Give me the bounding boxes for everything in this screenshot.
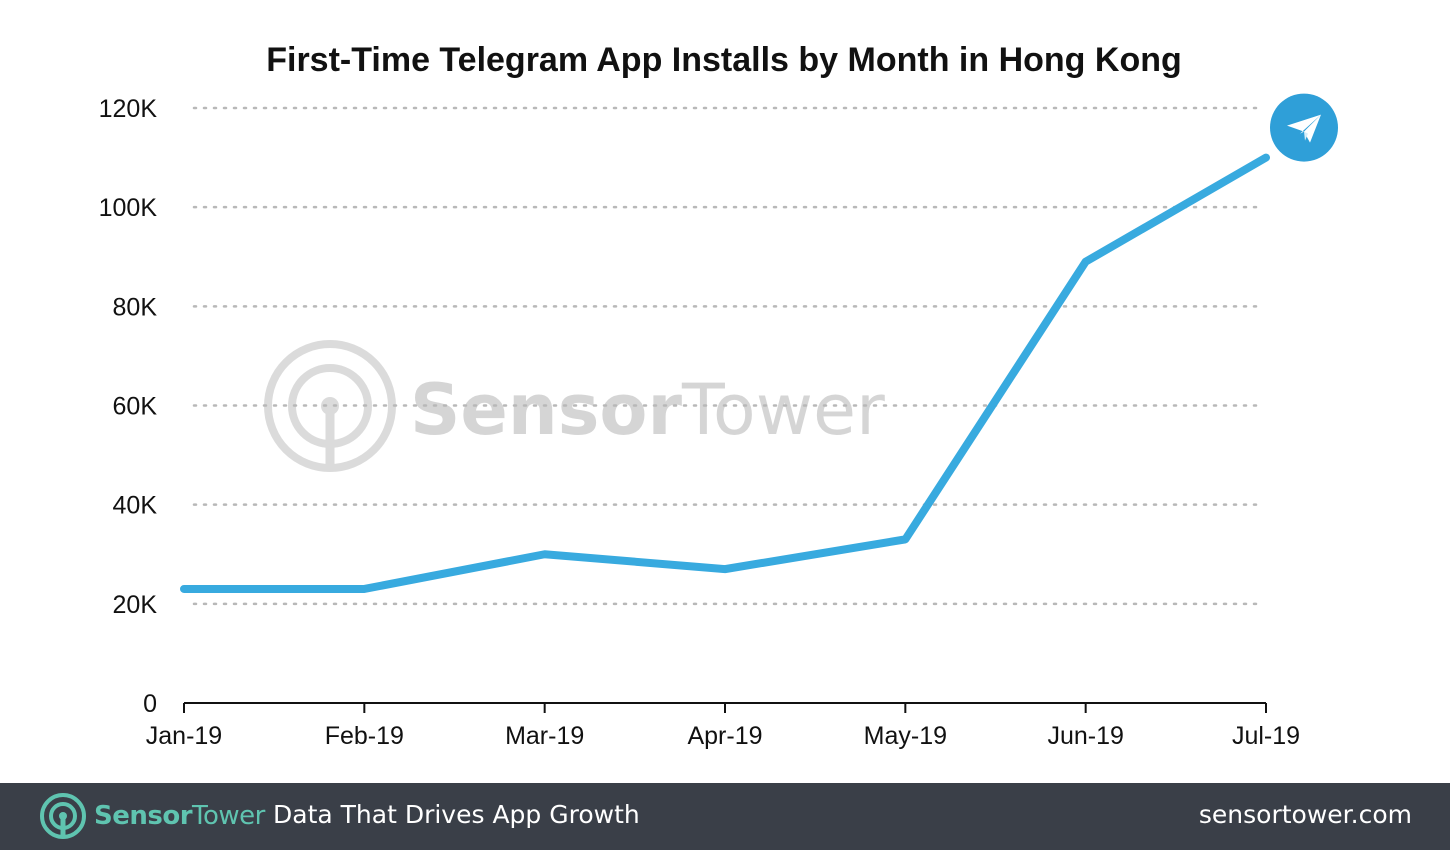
x-tick-label: Feb-19 bbox=[325, 722, 404, 750]
watermark-text: SensorTower bbox=[410, 369, 885, 451]
x-tick-label: Jan-19 bbox=[146, 722, 222, 750]
sensortower-logo-icon bbox=[40, 793, 86, 839]
y-tick-label: 100K bbox=[99, 194, 158, 222]
x-tick-label: Jul-19 bbox=[1232, 722, 1300, 750]
x-tick-label: Jun-19 bbox=[1047, 722, 1123, 750]
telegram-icon bbox=[1270, 93, 1338, 162]
chart: First-Time Telegram App Installs by Mont… bbox=[99, 41, 1338, 750]
footer-site-link[interactable]: sensortower.com bbox=[1198, 800, 1412, 829]
y-tick-label: 40K bbox=[113, 492, 158, 520]
watermark-text-bold: Sensor bbox=[410, 369, 682, 451]
y-tick-label: 20K bbox=[113, 591, 158, 619]
x-tick-label: Mar-19 bbox=[505, 722, 584, 750]
y-tick-label: 0 bbox=[143, 690, 157, 718]
gridlines bbox=[192, 106, 1262, 606]
watermark: SensorTower bbox=[264, 340, 885, 472]
series bbox=[180, 153, 1270, 593]
y-axis: 0 20K 40K 60K 80K 100K 120K bbox=[99, 95, 158, 718]
chart-title: First-Time Telegram App Installs by Mont… bbox=[266, 41, 1182, 79]
sensortower-watermark-icon bbox=[264, 340, 396, 472]
footer-brand-light: Tower bbox=[192, 801, 265, 831]
footer-bar: SensorTower Data That Drives App Growth … bbox=[0, 783, 1450, 850]
footer-tagline: Data That Drives App Growth bbox=[273, 800, 640, 829]
footer-brand-bold: Sensor bbox=[94, 801, 193, 831]
y-tick-label: 60K bbox=[113, 393, 158, 421]
footer-logo[interactable]: SensorTower bbox=[40, 793, 265, 839]
series-line bbox=[180, 153, 1270, 593]
watermark-text-light: Tower bbox=[681, 369, 885, 451]
x-tick-label: Apr-19 bbox=[687, 722, 762, 750]
footer-brand: SensorTower bbox=[94, 801, 265, 831]
y-tick-label: 120K bbox=[99, 95, 158, 123]
x-tick-label: May-19 bbox=[864, 722, 947, 750]
x-axis: Jan-19 Feb-19 Mar-19 Apr-19 May-19 Jun-19 Jul-… bbox=[146, 702, 1300, 750]
y-tick-label: 80K bbox=[113, 293, 158, 321]
